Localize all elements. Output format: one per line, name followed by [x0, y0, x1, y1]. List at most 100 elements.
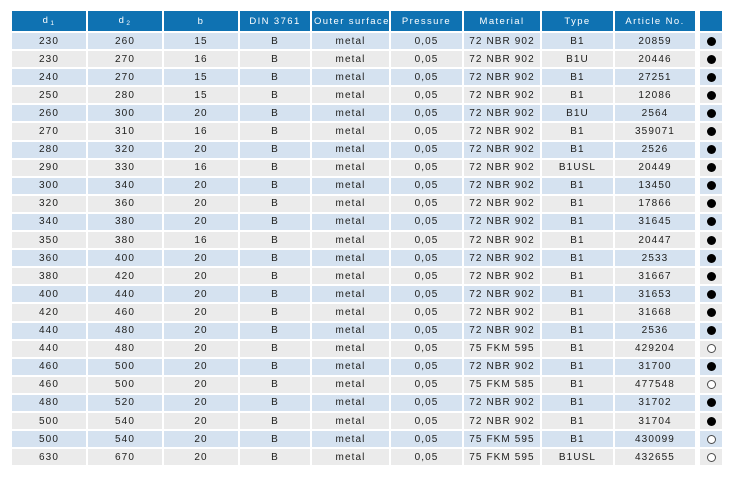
cell-availability: [697, 412, 722, 430]
cell-b: 20: [164, 412, 238, 430]
cell-d1: 440: [12, 340, 86, 357]
cell-d2: 540: [88, 431, 162, 448]
cell-d1: 300: [12, 177, 86, 194]
cell-d1: 460: [12, 358, 86, 375]
cell-d1: 230: [12, 33, 86, 50]
hollow-dot-icon: [706, 344, 716, 354]
cell-type: B1: [542, 376, 613, 393]
filled-dot-icon: [706, 253, 716, 263]
cell-outer-surface: metal: [312, 51, 389, 68]
filled-dot-icon: [706, 145, 716, 155]
cell-b: 20: [164, 449, 238, 466]
cell-material: 72 NBR 902: [464, 268, 540, 285]
cell-type: B1: [542, 213, 613, 231]
cell-b: 15: [164, 33, 238, 50]
cell-article-no: 27251: [615, 69, 695, 86]
filled-dot-icon: [706, 235, 716, 245]
column-header-subscript: 1: [50, 20, 56, 28]
cell-d1: 250: [12, 87, 86, 104]
cell-material: 72 NBR 902: [464, 195, 540, 212]
cell-d2: 500: [88, 358, 162, 375]
cell-pressure: 0,05: [391, 51, 462, 68]
cell-b: 20: [164, 322, 238, 339]
cell-din: B: [240, 358, 310, 375]
cell-din: B: [240, 141, 310, 158]
cell-pressure: 0,05: [391, 250, 462, 267]
cell-d2: 380: [88, 213, 162, 231]
cell-b: 20: [164, 268, 238, 285]
cell-d1: 320: [12, 195, 86, 212]
cell-b: 20: [164, 213, 238, 231]
cell-type: B1: [542, 358, 613, 375]
cell-article-no: 20447: [615, 232, 695, 249]
cell-material: 75 FKM 585: [464, 376, 540, 393]
cell-material: 72 NBR 902: [464, 51, 540, 68]
cell-din: B: [240, 123, 310, 140]
cell-d2: 540: [88, 412, 162, 430]
cell-article-no: 477548: [615, 376, 695, 393]
cell-pressure: 0,05: [391, 123, 462, 140]
cell-availability: [697, 141, 722, 158]
cell-type: B1USL: [542, 159, 613, 176]
cell-din: B: [240, 268, 310, 285]
filled-dot-icon: [706, 289, 716, 299]
cell-d2: 460: [88, 304, 162, 321]
cell-material: 72 NBR 902: [464, 159, 540, 176]
cell-material: 75 FKM 595: [464, 340, 540, 357]
cell-d1: 400: [12, 286, 86, 303]
cell-type: B1: [542, 250, 613, 267]
cell-pressure: 0,05: [391, 69, 462, 86]
cell-outer-surface: metal: [312, 268, 389, 285]
cell-d2: 670: [88, 449, 162, 466]
cell-material: 72 NBR 902: [464, 412, 540, 430]
cell-availability: [697, 51, 722, 68]
filled-dot-icon: [706, 326, 716, 336]
cell-b: 15: [164, 87, 238, 104]
column-header-label: d: [118, 14, 126, 26]
cell-outer-surface: metal: [312, 376, 389, 393]
cell-pressure: 0,05: [391, 394, 462, 411]
cell-pressure: 0,05: [391, 213, 462, 231]
cell-d1: 340: [12, 213, 86, 231]
cell-availability: [697, 358, 722, 375]
cell-type: B1: [542, 232, 613, 249]
cell-type: B1U: [542, 105, 613, 122]
cell-b: 16: [164, 123, 238, 140]
cell-availability: [697, 394, 722, 411]
cell-availability: [697, 250, 722, 267]
cell-type: B1: [542, 69, 613, 86]
cell-availability: [697, 69, 722, 86]
cell-outer-surface: metal: [312, 431, 389, 448]
cell-d2: 440: [88, 286, 162, 303]
cell-d2: 420: [88, 268, 162, 285]
cell-outer-surface: metal: [312, 304, 389, 321]
cell-outer-surface: metal: [312, 159, 389, 176]
cell-d1: 240: [12, 69, 86, 86]
cell-type: B1: [542, 123, 613, 140]
cell-pressure: 0,05: [391, 232, 462, 249]
column-header-label: d: [42, 14, 50, 26]
cell-material: 75 FKM 595: [464, 431, 540, 448]
cell-outer-surface: metal: [312, 412, 389, 430]
cell-outer-surface: metal: [312, 105, 389, 122]
cell-pressure: 0,05: [391, 376, 462, 393]
filled-dot-icon: [706, 398, 716, 408]
cell-article-no: 17866: [615, 195, 695, 212]
cell-b: 16: [164, 51, 238, 68]
cell-material: 72 NBR 902: [464, 394, 540, 411]
cell-availability: [697, 431, 722, 448]
cell-article-no: 31667: [615, 268, 695, 285]
cell-outer-surface: metal: [312, 33, 389, 50]
cell-din: B: [240, 304, 310, 321]
column-header-d2: d2: [88, 11, 162, 31]
